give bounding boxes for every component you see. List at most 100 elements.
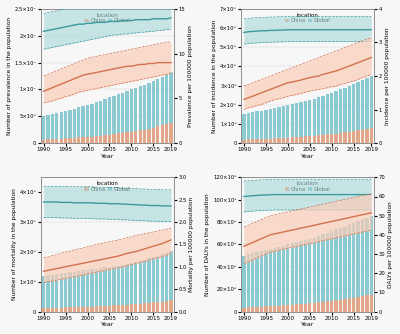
Bar (370, 216, 373, 312)
Bar (308, 303, 312, 312)
Bar (86, 307, 89, 312)
Bar (46, 275, 50, 312)
X-axis label: Year: Year (101, 154, 114, 159)
Bar (242, 256, 246, 312)
Bar (90, 137, 94, 143)
Bar (64, 308, 67, 312)
Bar (121, 265, 124, 312)
Bar (299, 102, 303, 143)
Bar (51, 308, 54, 312)
Bar (260, 139, 263, 143)
Bar (82, 270, 85, 312)
Bar (299, 137, 303, 143)
Bar (321, 302, 325, 312)
Bar (117, 134, 120, 143)
Bar (321, 96, 325, 143)
X-axis label: Year: Year (301, 322, 314, 327)
Bar (286, 138, 290, 143)
Bar (334, 134, 338, 143)
Bar (343, 132, 346, 143)
Bar (370, 128, 373, 143)
Bar (356, 221, 360, 312)
Bar (277, 138, 281, 143)
Bar (55, 274, 58, 312)
Bar (256, 139, 259, 143)
Bar (152, 303, 155, 312)
Bar (134, 262, 138, 312)
Bar (295, 137, 298, 143)
Bar (251, 139, 254, 143)
Bar (348, 86, 351, 143)
Bar (330, 134, 333, 143)
Bar (160, 254, 164, 312)
Y-axis label: Number of incidence in the population: Number of incidence in the population (212, 19, 217, 133)
Bar (95, 306, 98, 312)
Bar (46, 308, 50, 312)
Bar (260, 251, 263, 312)
Bar (339, 300, 342, 312)
Bar (352, 298, 355, 312)
Bar (108, 98, 111, 143)
Bar (304, 101, 307, 143)
Bar (46, 115, 50, 143)
Bar (147, 129, 151, 143)
Bar (90, 269, 94, 312)
Bar (130, 132, 133, 143)
Bar (273, 108, 276, 143)
Y-axis label: Incidence per 100000 population: Incidence per 100000 population (385, 27, 390, 125)
Bar (112, 96, 116, 143)
Bar (134, 131, 138, 143)
Bar (361, 296, 364, 312)
Bar (251, 254, 254, 312)
Bar (361, 80, 364, 143)
Bar (156, 256, 160, 312)
Bar (273, 138, 276, 143)
Bar (51, 114, 54, 143)
Bar (169, 72, 173, 143)
Bar (95, 102, 98, 143)
Bar (365, 295, 368, 312)
Bar (95, 269, 98, 312)
Bar (77, 138, 80, 143)
Bar (326, 95, 329, 143)
Bar (165, 301, 168, 312)
Bar (42, 140, 45, 143)
Bar (126, 91, 129, 143)
Bar (55, 113, 58, 143)
Bar (108, 306, 111, 312)
Bar (334, 300, 338, 312)
Bar (330, 93, 333, 143)
Y-axis label: Number of prevalence in the population: Number of prevalence in the population (7, 17, 12, 135)
Bar (330, 231, 333, 312)
Bar (339, 228, 342, 312)
Bar (290, 104, 294, 143)
Bar (46, 139, 50, 143)
Bar (126, 264, 129, 312)
Bar (117, 305, 120, 312)
Bar (126, 305, 129, 312)
Bar (143, 130, 146, 143)
Bar (268, 249, 272, 312)
Bar (156, 127, 160, 143)
Bar (55, 139, 58, 143)
Bar (147, 83, 151, 143)
Bar (86, 270, 89, 312)
Bar (165, 253, 168, 312)
Bar (277, 107, 281, 143)
Bar (312, 136, 316, 143)
Bar (247, 255, 250, 312)
Bar (295, 305, 298, 312)
Bar (365, 217, 368, 312)
Bar (242, 308, 246, 312)
Bar (99, 136, 102, 143)
Bar (286, 244, 290, 312)
Bar (117, 94, 120, 143)
Bar (361, 219, 364, 312)
Bar (247, 307, 250, 312)
Bar (326, 233, 329, 312)
Bar (277, 306, 281, 312)
Bar (304, 240, 307, 312)
Bar (60, 112, 63, 143)
Bar (268, 306, 272, 312)
Bar (82, 307, 85, 312)
